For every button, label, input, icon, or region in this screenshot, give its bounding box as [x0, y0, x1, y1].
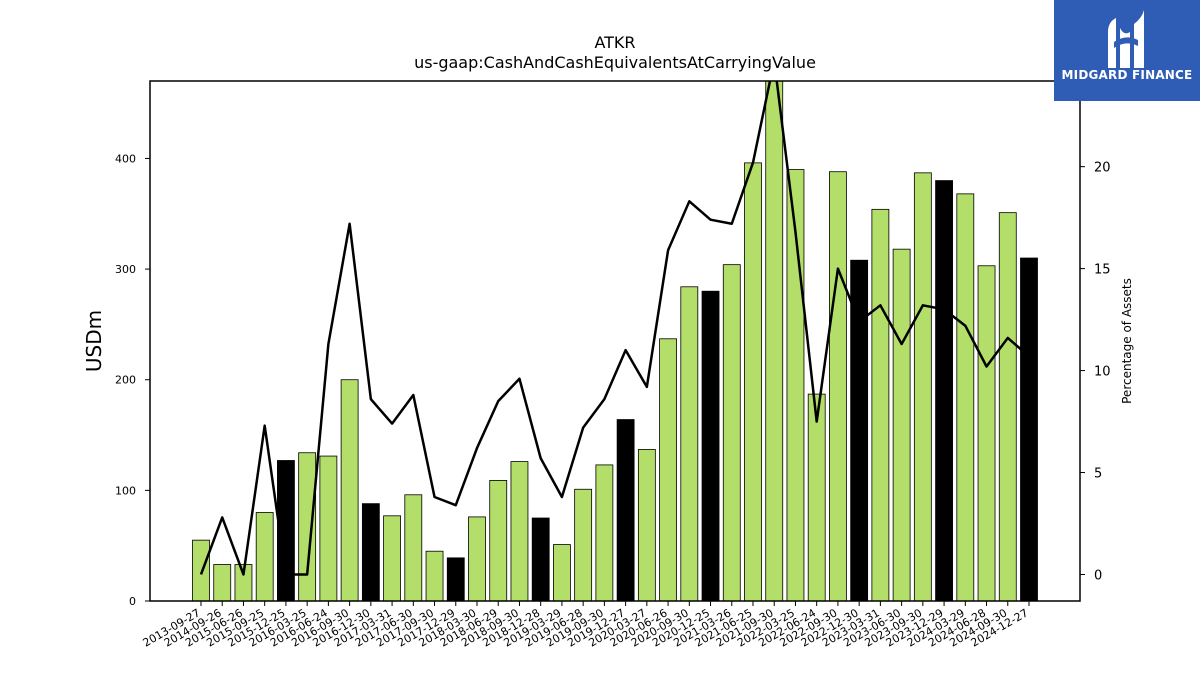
bar-2021-03-26: [722, 264, 741, 601]
bar-2013-09-27: [192, 539, 210, 601]
y2-tick-label: 15: [1094, 263, 1111, 278]
bar-2022-06-24: [807, 393, 826, 601]
right-axis: 0 5 10 15 20: [1080, 161, 1111, 583]
y-tick-label: 200: [115, 374, 136, 387]
bar-2024-09-30: [998, 212, 1017, 601]
midgard-finance-logo: MIDGARD FINANCE: [1054, 0, 1200, 101]
bar-2021-06-25: [744, 162, 762, 601]
y2-tick-label: 0: [1094, 568, 1102, 583]
bar-2018-03-30: [468, 516, 486, 601]
bar-2016-09-30: [340, 379, 359, 601]
bar-series: [192, 81, 1038, 601]
bar-2016-12-30: [361, 503, 380, 601]
chart-title: ATKR: [594, 33, 635, 52]
bar-2019-03-29: [553, 544, 571, 601]
bar-2015-09-25: [255, 512, 274, 601]
bar-2016-03-25: [298, 452, 317, 601]
bar-2018-09-30: [510, 461, 529, 601]
y-tick-label: 100: [115, 484, 136, 497]
bar-2023-09-30: [913, 172, 932, 601]
percentage-line: [199, 81, 1030, 576]
y2-axis-label: Percentage of Assets: [1120, 278, 1134, 404]
logo-mark-icon: [1108, 10, 1144, 68]
y2-tick-label: 10: [1094, 365, 1111, 380]
bar-2016-06-24: [319, 455, 338, 601]
left-axis: 0 100 200 300 400: [115, 152, 150, 608]
y2-tick-label: 20: [1094, 161, 1111, 176]
bar-2019-09-30: [595, 464, 614, 601]
y-tick-label: 400: [115, 152, 136, 165]
bar-2024-12-27: [1020, 257, 1038, 601]
bar-2020-12-25: [701, 290, 720, 601]
plot-frame: [149, 80, 1081, 602]
bar-2017-09-30: [425, 550, 444, 601]
bar-2020-09-30: [680, 286, 699, 601]
chart-subtitle: us-gaap:CashAndCashEquivalentsAtCarrying…: [414, 53, 816, 72]
logo-text: MIDGARD FINANCE: [1061, 68, 1193, 82]
bar-2019-12-27: [616, 419, 635, 601]
bar-2018-06-29: [489, 479, 508, 601]
bar-2017-12-29: [446, 557, 465, 601]
bar-2022-12-30: [850, 259, 869, 601]
bar-2018-12-28: [531, 517, 550, 601]
bar-2021-09-30: [765, 81, 784, 601]
y2-tick-label: 5: [1094, 467, 1102, 482]
bar-2014-09-26: [213, 564, 232, 601]
y-axis-label: USDm: [82, 310, 106, 372]
bar-2023-06-30: [892, 248, 911, 601]
y-tick-label: 0: [129, 595, 136, 608]
bar-2019-06-28: [574, 488, 593, 601]
x-axis: 2013-09-272014-09-262015-06-262015-09-25…: [141, 601, 1031, 650]
bar-2023-03-31: [871, 208, 890, 601]
bar-2020-06-26: [659, 338, 677, 601]
y-tick-label: 300: [115, 263, 136, 276]
bar-2024-03-29: [956, 193, 975, 601]
bar-2023-12-29: [935, 180, 953, 601]
bar-2017-03-31: [383, 515, 401, 601]
bar-2017-06-30: [404, 494, 423, 601]
bar-2020-03-27: [637, 449, 656, 601]
line-series: [199, 81, 1030, 576]
bar-2024-06-28: [977, 265, 996, 601]
bar-2022-09-30: [829, 171, 847, 601]
